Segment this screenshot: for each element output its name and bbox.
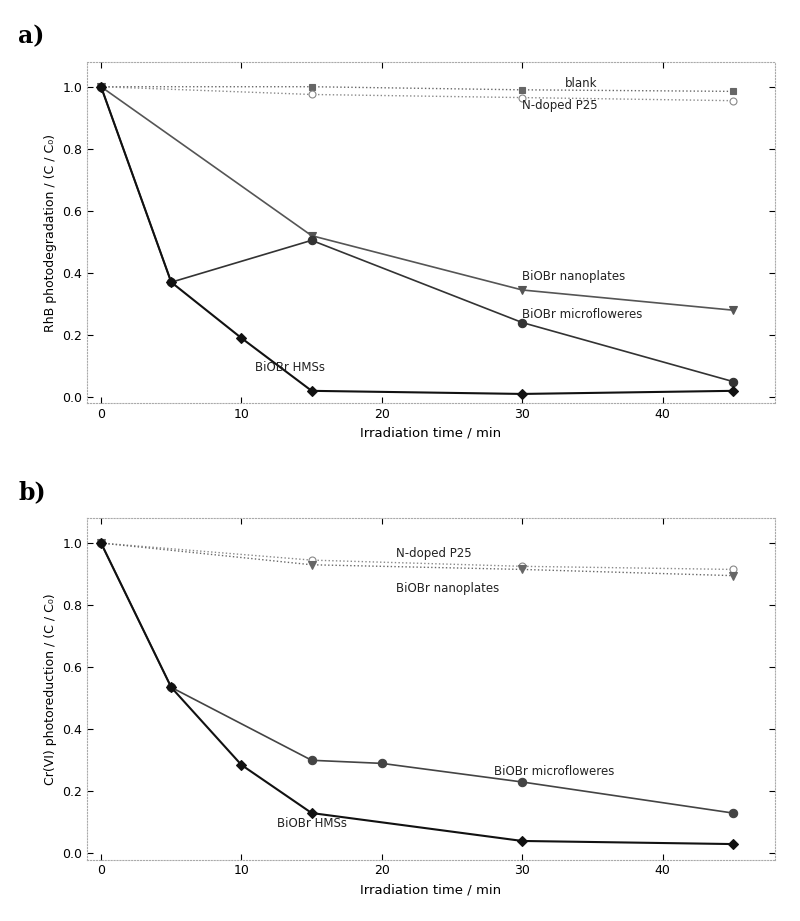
X-axis label: Irradiation time / min: Irradiation time / min [361, 426, 502, 439]
Text: BiOBr nanoplates: BiOBr nanoplates [522, 270, 626, 283]
Text: BiOBr nanoplates: BiOBr nanoplates [396, 581, 499, 595]
X-axis label: Irradiation time / min: Irradiation time / min [361, 883, 502, 896]
Y-axis label: Cr(VI) photoreduction / (C / C₀): Cr(VI) photoreduction / (C / C₀) [43, 593, 57, 785]
Text: b): b) [18, 481, 46, 505]
Text: BiOBr HMSs: BiOBr HMSs [255, 361, 326, 374]
Y-axis label: RhB photodegradation / (C / C₀): RhB photodegradation / (C / C₀) [43, 134, 57, 332]
Text: BiOBr microfloweres: BiOBr microfloweres [522, 309, 642, 321]
Text: N-doped P25: N-doped P25 [522, 99, 598, 111]
Text: BiOBr HMSs: BiOBr HMSs [277, 818, 346, 831]
Text: N-doped P25: N-doped P25 [396, 547, 471, 560]
Text: BiOBr microfloweres: BiOBr microfloweres [494, 764, 614, 777]
Text: a): a) [18, 24, 45, 48]
Text: blank: blank [564, 77, 597, 90]
